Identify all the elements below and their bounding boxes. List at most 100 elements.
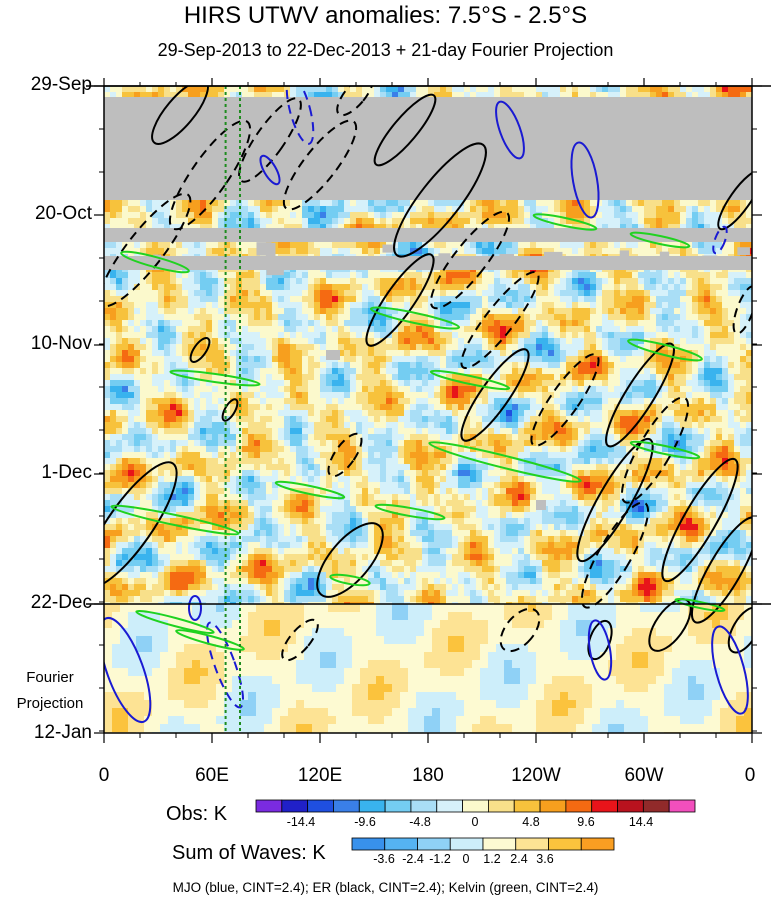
kelvin-contour (629, 440, 701, 460)
missing-patch (265, 242, 276, 257)
kelvin-contour (329, 573, 371, 587)
er-contour (620, 396, 690, 504)
waves-colorbar-tick: 0 (462, 852, 470, 866)
kelvin-contour (429, 369, 511, 391)
x-tick-label: 60E (195, 765, 229, 786)
waves-colorbar-box (580, 837, 615, 851)
mjo-contour (587, 619, 613, 681)
waves-colorbar-box (351, 837, 386, 851)
waves-colorbar-box (384, 837, 418, 851)
y-tick-label: 22-Dec (30, 592, 92, 613)
waves-colorbar-box (482, 837, 517, 851)
missing-band (104, 228, 752, 242)
er-contour (429, 210, 511, 310)
er-contour (281, 618, 319, 662)
er-contour (221, 398, 239, 422)
er-contour (530, 353, 600, 447)
obs-colorbar-tick: 14.4 (628, 815, 654, 829)
missing-patch (438, 253, 451, 263)
mjo-contour (259, 154, 281, 186)
waves-colorbar-box (548, 837, 582, 851)
waves-colorbar-tick: 2.4 (510, 852, 528, 866)
er-contour (282, 119, 358, 211)
missing-patch (536, 500, 546, 510)
obs-colorbar-box (668, 799, 696, 813)
obs-colorbar-tick: -14.4 (286, 815, 316, 829)
missing-patch (382, 244, 394, 253)
obs-colorbar-tick: -9.6 (354, 815, 376, 829)
obs-colorbar-box (384, 799, 412, 813)
er-contour (605, 342, 675, 448)
waves-colorbar-tick: -1.2 (429, 852, 451, 866)
obs-colorbar-box (462, 799, 489, 813)
er-contour (727, 606, 752, 654)
er-contour (151, 86, 209, 145)
obs-colorbar-box (565, 799, 593, 813)
er-contour (316, 522, 384, 598)
y-tick-label: 1-Dec (41, 462, 92, 483)
er-contour (365, 253, 435, 347)
x-tick-label: 0 (98, 765, 110, 786)
obs-colorbar-tick: -4.8 (409, 815, 431, 829)
er-contour (576, 437, 654, 563)
obs-colorbar-tick: 9.6 (577, 815, 595, 829)
kelvin-contour (175, 629, 245, 651)
waves-colorbar-tick: 1.2 (483, 852, 501, 866)
mjo-contour (570, 141, 600, 219)
missing-patch (731, 258, 746, 266)
obs-colorbar-box (488, 799, 515, 813)
chart-title: HIRS UTWV anomalies: 7.5°S - 2.5°S (183, 2, 588, 29)
waves-colorbar-tick: -3.6 (373, 852, 395, 866)
missing-patch (706, 261, 727, 269)
mjo-contour (104, 616, 152, 724)
mjo-contour (188, 595, 202, 621)
er-contour (373, 93, 437, 167)
y-tick-label: 29-Sep (30, 74, 92, 95)
mjo-contour (205, 621, 245, 709)
missing-patch (737, 247, 750, 256)
er-contour (168, 119, 252, 231)
y-tick-label: 20-Oct (34, 203, 92, 224)
er-contour (104, 192, 192, 308)
kelvin-contour (135, 609, 215, 635)
obs-colorbar-box (307, 799, 334, 813)
x-tick-label: 120E (297, 765, 343, 786)
projection-label-line2: Projection (16, 695, 84, 712)
kelvin-contour (369, 306, 461, 330)
obs-colorbar-box (642, 799, 670, 813)
missing-patch (659, 251, 670, 258)
y-tick-label: 12-Jan (33, 722, 92, 743)
kelvin-contour (629, 231, 691, 249)
mjo-contour (712, 225, 728, 255)
obs-colorbar-box (358, 799, 386, 813)
obs-colorbar-box (513, 799, 541, 813)
kelvin-contour (627, 338, 703, 362)
obs-colorbar-box (591, 799, 618, 813)
missing-patch (499, 254, 515, 266)
obs-colorbar-box (333, 799, 360, 813)
kelvin-contour (428, 441, 582, 483)
obs-colorbar-box (539, 799, 567, 813)
x-tick-label: 180 (412, 765, 444, 786)
waves-colorbar-box (417, 837, 451, 851)
obs-colorbar-tick: 4.8 (522, 815, 540, 829)
waves-colorbar (351, 837, 615, 851)
kelvin-contour (532, 213, 598, 231)
obs-colorbar-box (410, 799, 438, 813)
kelvin-contour (374, 503, 446, 521)
missing-band (104, 256, 752, 270)
kelvin-contour (674, 598, 726, 612)
mjo-contour (495, 100, 525, 160)
waves-colorbar-tick: 3.6 (536, 852, 554, 866)
wave-contours (104, 86, 752, 724)
mjo-contour (711, 625, 749, 715)
missing-patch (326, 350, 340, 360)
er-contour (238, 97, 302, 183)
er-contour (104, 461, 178, 589)
x-tick-label: 120W (511, 765, 561, 786)
missing-patch (544, 251, 563, 265)
er-contour (717, 169, 752, 231)
waves-colorbar-label: Sum of Waves: K (172, 842, 326, 864)
missing-patch (619, 250, 629, 264)
